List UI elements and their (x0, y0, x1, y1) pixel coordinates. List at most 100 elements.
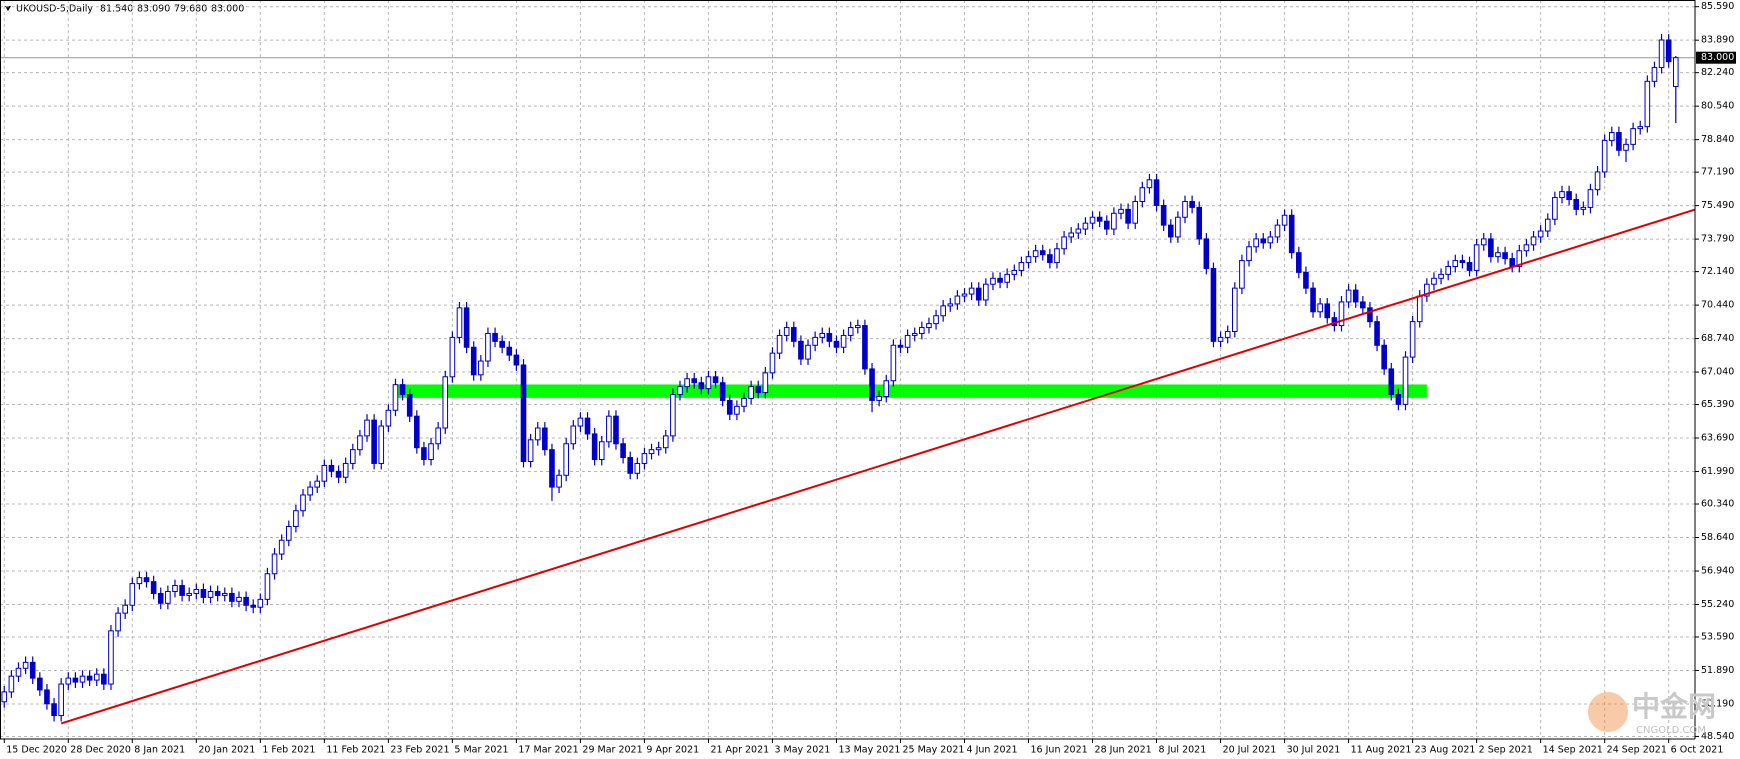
watermark-logo (1588, 692, 1628, 732)
candle-body (478, 360, 484, 376)
candle-body (93, 673, 100, 681)
candle-body (193, 589, 200, 594)
candle-body (1388, 368, 1395, 396)
x-tick-label: 5 Mar 2021 (454, 745, 508, 756)
candle-body (1047, 254, 1053, 264)
candle-body (51, 703, 57, 717)
candle-body (1210, 267, 1217, 342)
candle-body (691, 378, 698, 384)
x-tick-label: 8 Jul 2021 (1159, 745, 1207, 756)
candle-body (1125, 208, 1131, 224)
candle-body (406, 394, 413, 417)
candle-body (1, 691, 8, 703)
x-tick-label: 8 Jan 2021 (134, 745, 185, 756)
candle-body (719, 382, 726, 401)
candle-body (1580, 206, 1587, 210)
candle-body (1118, 208, 1124, 214)
candle-body (250, 604, 257, 608)
candle-body (435, 427, 441, 445)
candle-body (1537, 230, 1544, 238)
candle-body (1317, 303, 1323, 313)
candle-body (1296, 252, 1302, 273)
candle-body (335, 470, 342, 478)
candle-body (492, 332, 498, 342)
high: 83.090 (137, 4, 170, 15)
y-tick-label: 75.490 (1701, 200, 1734, 211)
candle-body (129, 583, 136, 606)
x-tick-label: 13 May 2021 (838, 745, 900, 756)
candle-body (591, 433, 598, 461)
x-tick-label: 11 Feb 2021 (326, 745, 385, 756)
candle-body (385, 409, 392, 427)
candle-body (755, 386, 762, 394)
candle-body (463, 307, 470, 348)
candle-body (65, 677, 72, 685)
candle-body (705, 376, 712, 390)
candle-body (1409, 321, 1416, 358)
candle-body (812, 336, 818, 346)
candle-body (143, 577, 150, 583)
y-tick-label: 78.840 (1701, 134, 1734, 145)
candle-body (968, 287, 975, 295)
y-tick-label: 68.740 (1701, 333, 1734, 344)
candle-body (584, 417, 591, 435)
candle-body (513, 354, 520, 366)
candle-body (165, 590, 171, 604)
candle-body (207, 590, 214, 598)
candle-body (613, 415, 619, 445)
candle-body (421, 447, 427, 461)
candle-body (1032, 250, 1039, 258)
candle-body (940, 305, 946, 317)
candle-body (1651, 67, 1658, 82)
candle-body (1459, 260, 1466, 264)
candle-body (1594, 171, 1601, 191)
candle-body (556, 474, 562, 488)
candle-body (1175, 216, 1181, 238)
candle-body (904, 334, 911, 348)
candle-body (677, 386, 683, 396)
x-tick-label: 14 Sep 2021 (1543, 745, 1603, 756)
candle-body (748, 386, 754, 399)
candle-body (271, 553, 278, 575)
y-tick-label: 83.890 (1701, 35, 1734, 46)
candle-body (342, 462, 349, 478)
candle-body (1011, 269, 1018, 275)
candle-body (1424, 283, 1430, 297)
candle-body (300, 494, 306, 512)
candle-body (1103, 220, 1110, 230)
candle-body (1509, 258, 1515, 267)
candle-body (1281, 214, 1288, 226)
x-tick-label: 28 Dec 2020 (70, 745, 131, 756)
candle-body (1082, 222, 1089, 230)
candle-body (1239, 260, 1245, 289)
candle-body (214, 590, 221, 596)
y-tick-label: 48.540 (1701, 731, 1734, 742)
candle-body (1473, 244, 1480, 271)
candle-body (1431, 277, 1437, 285)
candle-body (314, 480, 321, 488)
candle-body (1637, 126, 1644, 130)
y-tick-label: 73.790 (1701, 234, 1734, 245)
candle-body (876, 395, 882, 401)
candle-body (1139, 187, 1146, 202)
candle-body (641, 453, 648, 464)
candle-body (1587, 189, 1594, 208)
candle-body (1025, 256, 1032, 264)
candle-body (44, 689, 50, 705)
candle-body (470, 346, 477, 376)
candle-body (798, 340, 804, 360)
candle-body (734, 405, 740, 415)
low: 79.680 (174, 4, 207, 15)
candle-body (1360, 301, 1366, 309)
candle-body (122, 604, 128, 614)
candle-body (577, 417, 584, 427)
candle-body (1231, 287, 1238, 332)
menu-arrow (5, 6, 11, 11)
candle-body (22, 661, 29, 669)
candle-body (1402, 356, 1409, 405)
candle-body (1068, 232, 1075, 238)
candle-body (926, 323, 932, 329)
candle-body (221, 592, 228, 596)
candle-body (1054, 248, 1060, 264)
x-tick-label: 6 Oct 2021 (1671, 745, 1724, 756)
